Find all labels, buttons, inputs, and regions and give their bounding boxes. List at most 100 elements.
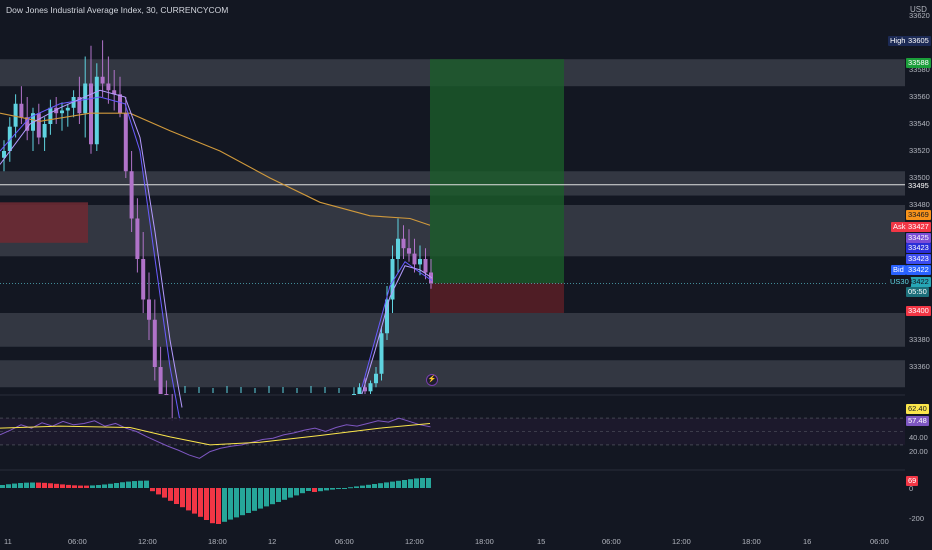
time-axis-label[interactable]: 16 bbox=[803, 537, 812, 546]
macd-bar bbox=[372, 484, 377, 488]
macd-bar bbox=[120, 482, 125, 488]
macd-bar bbox=[366, 484, 371, 488]
macd-bar bbox=[204, 488, 209, 520]
supply-zone-rect bbox=[0, 202, 88, 243]
macd-bar bbox=[66, 484, 71, 488]
macd-bar bbox=[258, 488, 263, 509]
macd-bar bbox=[12, 483, 17, 488]
macd-bar bbox=[126, 481, 131, 488]
time-axis-label[interactable]: 15 bbox=[537, 537, 546, 546]
macd-bar bbox=[60, 484, 65, 488]
candle-body bbox=[54, 107, 59, 114]
price-axis-label[interactable]: 33560 bbox=[909, 92, 930, 101]
macd-bar bbox=[168, 488, 173, 501]
macd-bar bbox=[390, 481, 395, 488]
ma-slow-line bbox=[0, 112, 431, 226]
candle-body bbox=[164, 394, 169, 395]
price-axis-label[interactable]: 33540 bbox=[909, 119, 930, 128]
currency-label[interactable]: USD bbox=[910, 5, 927, 14]
candle-body bbox=[106, 83, 111, 91]
macd-bar bbox=[240, 488, 245, 516]
macd-bar bbox=[360, 485, 365, 488]
price-badge-label: Bid bbox=[891, 265, 906, 275]
price-axis-label[interactable]: 33620 bbox=[909, 11, 930, 20]
price-badge: 33469 bbox=[906, 210, 931, 220]
macd-bar bbox=[216, 488, 221, 524]
macd-bar bbox=[426, 478, 431, 488]
candle-body bbox=[7, 126, 12, 151]
ma-fast-line bbox=[0, 96, 181, 422]
candle-body bbox=[123, 113, 128, 172]
rsi-axis-label[interactable]: 40.00 bbox=[909, 433, 928, 443]
rsi-line bbox=[0, 417, 431, 459]
time-axis-label[interactable]: 06:00 bbox=[870, 537, 889, 546]
macd-axis-label[interactable]: 0 bbox=[909, 484, 914, 493]
time-axis-label[interactable]: 12:00 bbox=[672, 537, 691, 546]
time-axis-label[interactable]: 12:00 bbox=[138, 537, 157, 546]
macd-bar bbox=[138, 480, 143, 488]
time-axis-label[interactable]: 18:00 bbox=[742, 537, 761, 546]
time-axis-label[interactable]: 06:00 bbox=[602, 537, 621, 546]
macd-bar bbox=[24, 482, 29, 488]
rsi-ma-line bbox=[0, 422, 431, 446]
stop-zone-rect bbox=[430, 283, 564, 313]
macd-bar bbox=[282, 488, 287, 500]
candle-body bbox=[141, 259, 146, 300]
macd-bar bbox=[156, 488, 161, 495]
time-axis-label[interactable]: 12:00 bbox=[405, 537, 424, 546]
candle-body bbox=[100, 76, 105, 84]
macd-bar bbox=[198, 488, 203, 517]
rsi-axis-label[interactable]: 20.00 bbox=[909, 446, 928, 456]
macd-bar bbox=[174, 488, 179, 504]
candle-body bbox=[42, 124, 47, 138]
macd-bar bbox=[192, 488, 197, 514]
time-axis-label[interactable]: 18:00 bbox=[475, 537, 494, 546]
macd-bar bbox=[342, 488, 347, 489]
flash-icon[interactable]: ⚡ bbox=[426, 374, 438, 386]
price-badge-label: US30 bbox=[888, 277, 911, 287]
macd-bar bbox=[0, 485, 5, 488]
chart-title[interactable]: Dow Jones Industrial Average Index, 30, … bbox=[6, 5, 229, 15]
macd-axis-label[interactable]: -200 bbox=[909, 514, 925, 523]
candle-body bbox=[418, 259, 422, 265]
time-axis-label[interactable]: 11 bbox=[4, 537, 12, 546]
macd-bar bbox=[294, 488, 299, 496]
macd-bar bbox=[318, 488, 323, 492]
macd-bar bbox=[210, 488, 215, 524]
macd-bar bbox=[114, 482, 119, 488]
price-axis-label[interactable]: 33520 bbox=[909, 146, 930, 155]
macd-bar bbox=[414, 478, 419, 488]
macd-bar bbox=[84, 485, 89, 488]
candle-body bbox=[83, 83, 88, 114]
rsi-badge: 62.40 bbox=[906, 404, 929, 414]
time-axis-label[interactable]: 12 bbox=[268, 537, 277, 546]
macd-bar bbox=[330, 488, 335, 490]
time-axis-label[interactable]: 06:00 bbox=[68, 537, 87, 546]
macd-bar bbox=[252, 488, 257, 511]
candle-body bbox=[135, 218, 140, 259]
price-badge-label: Ask bbox=[891, 222, 908, 232]
price-axis-label[interactable]: 33360 bbox=[909, 362, 930, 371]
candle-body bbox=[412, 253, 417, 265]
candle-body bbox=[158, 367, 163, 394]
time-axis-label[interactable]: 18:00 bbox=[208, 537, 227, 546]
price-badge: 33423 bbox=[906, 243, 931, 253]
macd-bar bbox=[186, 488, 191, 511]
time-axis-label[interactable]: 06:00 bbox=[335, 537, 354, 546]
candle-body bbox=[423, 259, 428, 273]
macd-bar bbox=[396, 480, 401, 488]
macd-bar bbox=[30, 482, 35, 488]
macd-bar bbox=[378, 483, 383, 488]
price-axis-label[interactable]: 33580 bbox=[909, 65, 930, 74]
macd-bar bbox=[162, 488, 167, 498]
macd-bar bbox=[6, 484, 11, 488]
price-axis-label[interactable]: 33480 bbox=[909, 200, 930, 209]
price-axis-label[interactable]: 33380 bbox=[909, 335, 930, 344]
rsi-badge: 57.48 bbox=[906, 416, 929, 426]
macd-bar bbox=[96, 485, 101, 488]
macd-bar bbox=[288, 488, 293, 498]
macd-bar bbox=[18, 483, 23, 488]
ma-fast-line-right-2 bbox=[361, 265, 433, 395]
price-axis-label[interactable]: 33500 bbox=[909, 173, 930, 182]
